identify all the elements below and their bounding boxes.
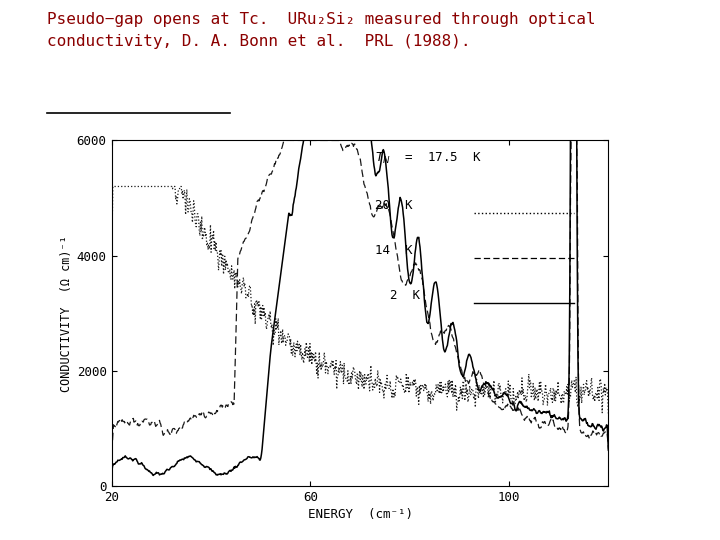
Y-axis label: CONDUCTIVITY  (Ω cm)⁻¹: CONDUCTIVITY (Ω cm)⁻¹	[60, 235, 73, 392]
X-axis label: ENERGY  (cm⁻¹): ENERGY (cm⁻¹)	[307, 508, 413, 521]
Text: Pseudo−gap opens at Tc.  URu₂Si₂ measured through optical
conductivity, D. A. Bo: Pseudo−gap opens at Tc. URu₂Si₂ measured…	[47, 12, 595, 49]
Text: 20  K: 20 K	[375, 199, 413, 212]
Text: $T_N$  =  17.5  K: $T_N$ = 17.5 K	[375, 151, 482, 166]
Text: 2  K: 2 K	[390, 289, 420, 302]
Text: 14  K: 14 K	[375, 244, 413, 257]
